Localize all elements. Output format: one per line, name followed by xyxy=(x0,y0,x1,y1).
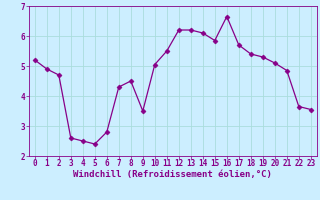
X-axis label: Windchill (Refroidissement éolien,°C): Windchill (Refroidissement éolien,°C) xyxy=(73,170,272,179)
